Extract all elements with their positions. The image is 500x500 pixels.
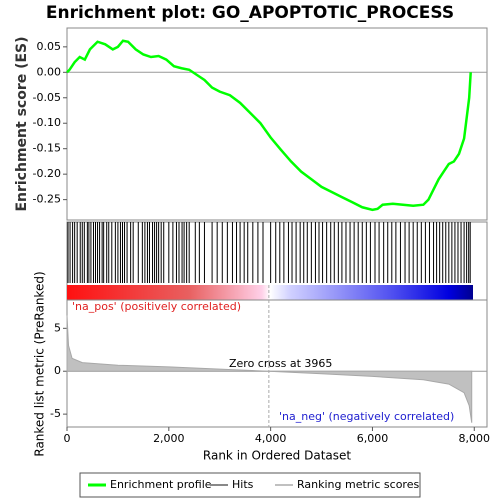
es-axis-label: Enrichment score (ES) — [14, 36, 30, 211]
x-tick-label: 4,000 — [255, 432, 287, 445]
rank-color-bar — [67, 285, 473, 300]
y-tick-label: 0.05 — [37, 40, 62, 53]
y-tick-label: -0.20 — [33, 167, 61, 180]
legend-label: Hits — [232, 478, 254, 491]
x-axis-label: Rank in Ordered Dataset — [203, 449, 351, 463]
legend-label: Ranking metric scores — [297, 478, 419, 491]
y-tick-label: 0.00 — [37, 65, 62, 78]
y-tick-label: -0.15 — [33, 142, 61, 155]
metric-area — [66, 315, 473, 423]
y-tick-label: 5 — [54, 321, 61, 334]
es-panel — [66, 27, 488, 221]
y-tick-label: -5 — [50, 407, 61, 420]
es-line — [66, 39, 472, 212]
y-tick-label: -0.25 — [33, 193, 61, 206]
x-tick-label: 6,000 — [357, 432, 389, 445]
legend-label: Enrichment profile — [110, 478, 212, 491]
y-tick-label: -0.10 — [33, 116, 61, 129]
legend — [79, 472, 421, 498]
y-tick-label: -0.05 — [33, 91, 61, 104]
x-tick-label: 2,000 — [153, 432, 185, 445]
y-tick-label: 0 — [54, 364, 61, 377]
metric-axis-label: Ranked list metric (PreRanked) — [33, 271, 47, 456]
zero-cross-annotation: Zero cross at 3965 — [229, 357, 332, 370]
x-tick-label: 8,000 — [459, 432, 491, 445]
x-tick-label: 0 — [64, 432, 71, 445]
neg-annotation: 'na_neg' (negatively correlated) — [279, 410, 454, 423]
pos-annotation: 'na_pos' (positively correlated) — [72, 300, 241, 313]
chart-title: Enrichment plot: GO_APOPTOTIC_PROCESS — [46, 3, 454, 23]
